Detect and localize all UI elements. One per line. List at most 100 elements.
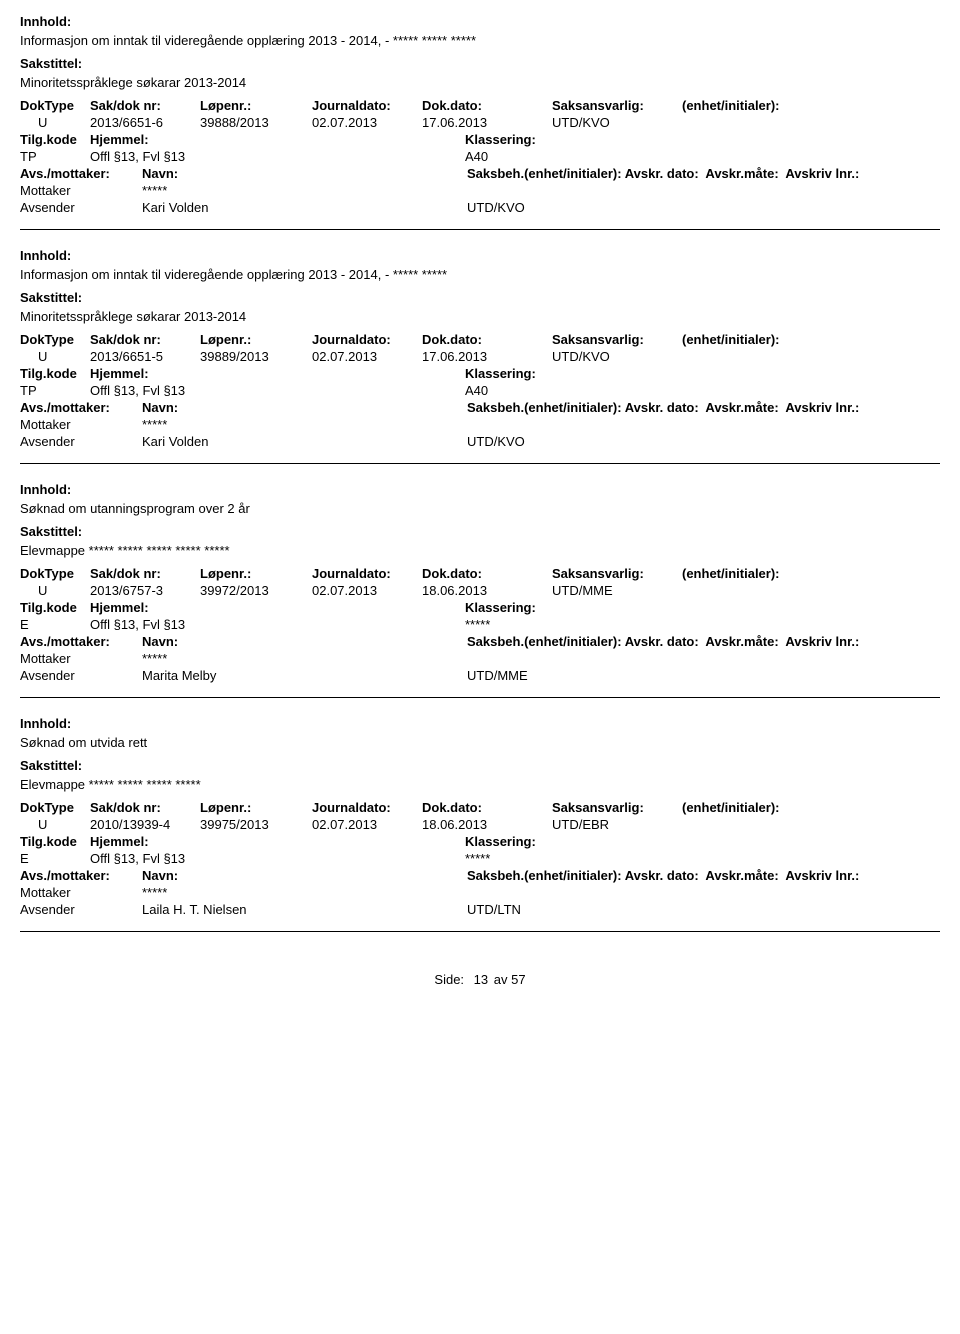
sakstittel-value: Elevmappe ***** ***** ***** ***** *****	[20, 543, 940, 558]
lopenr-value: 39975/2013	[200, 817, 312, 832]
avsender-name: Kari Volden	[142, 200, 467, 215]
hjemmel-value: Offl §13, Fvl §13	[90, 149, 465, 164]
enhet-header: (enhet/initialer):	[682, 800, 822, 815]
innhold-value: Søknad om utvida rett	[20, 735, 940, 750]
lopenr-header: Løpenr.:	[200, 98, 312, 113]
saksbeh-label: Saksbeh.(enhet/initialer):	[467, 166, 622, 181]
page-total: 57	[511, 972, 525, 987]
hjemmel-header-row: Tilg.kode Hjemmel: Klassering:	[20, 600, 940, 615]
avsender-row: Avsender Kari Volden UTD/KVO	[20, 434, 940, 449]
klassering-header: Klassering:	[465, 366, 665, 381]
journal-record: Innhold: Informasjon om inntak til vider…	[20, 14, 940, 215]
mottaker-row: Mottaker *****	[20, 885, 940, 900]
avsender-name: Kari Volden	[142, 434, 467, 449]
navn-header: Navn:	[142, 166, 467, 181]
tilgkode-value: E	[20, 617, 90, 632]
hjemmel-header: Hjemmel:	[90, 366, 465, 381]
saksansv-value: UTD/KVO	[552, 115, 682, 130]
mottaker-unit	[467, 651, 940, 666]
saksansv-header: Saksansvarlig:	[552, 566, 682, 581]
mottaker-unit	[467, 183, 940, 198]
avsender-name: Marita Melby	[142, 668, 467, 683]
avsmot-header: Avs./mottaker:	[20, 868, 142, 883]
doktype-header: DokType	[20, 98, 90, 113]
sakstittel-value: Minoritetsspråklege søkarar 2013-2014	[20, 309, 940, 324]
enhet-header: (enhet/initialer):	[682, 332, 822, 347]
jdato-header: Journaldato:	[312, 332, 422, 347]
mottaker-row: Mottaker *****	[20, 417, 940, 432]
saknr-value: 2013/6651-5	[90, 349, 200, 364]
hjemmel-value-row: E Offl §13, Fvl §13 *****	[20, 851, 940, 866]
record-separator	[20, 931, 940, 932]
innhold-value: Søknad om utanningsprogram over 2 år	[20, 501, 940, 516]
saknr-header: Sak/dok nr:	[90, 566, 200, 581]
klassering-value: A40	[465, 149, 665, 164]
mottaker-name: *****	[142, 183, 467, 198]
sakstittel-label: Sakstittel:	[20, 56, 940, 71]
saksansv-value: UTD/MME	[552, 583, 682, 598]
saknr-value: 2010/13939-4	[90, 817, 200, 832]
avsender-row: Avsender Kari Volden UTD/KVO	[20, 200, 940, 215]
lopenr-value: 39889/2013	[200, 349, 312, 364]
jdato-header: Journaldato:	[312, 800, 422, 815]
doktype-value: U	[20, 349, 90, 364]
main-header-row: DokType Sak/dok nr: Løpenr.: Journaldato…	[20, 800, 940, 815]
sakstittel-value: Minoritetsspråklege søkarar 2013-2014	[20, 75, 940, 90]
main-value-row: U 2013/6757-3 39972/2013 02.07.2013 18.0…	[20, 583, 940, 598]
innhold-label: Innhold:	[20, 14, 940, 29]
avsmot-header-row: Avs./mottaker: Navn: Saksbeh.(enhet/init…	[20, 868, 940, 883]
hjemmel-value-row: E Offl §13, Fvl §13 *****	[20, 617, 940, 632]
avskrmate-label: Avskr.måte:	[705, 166, 778, 181]
doktype-header: DokType	[20, 800, 90, 815]
mottaker-role: Mottaker	[20, 885, 142, 900]
tilgkode-value: TP	[20, 149, 90, 164]
navn-header: Navn:	[142, 634, 467, 649]
mottaker-unit	[467, 417, 940, 432]
sakstittel-value: Elevmappe ***** ***** ***** *****	[20, 777, 940, 792]
ddato-value: 17.06.2013	[422, 115, 552, 130]
innhold-label: Innhold:	[20, 248, 940, 263]
page-av: av	[494, 972, 508, 987]
avskrivlnr-label: Avskriv lnr.:	[785, 166, 859, 181]
avskrmate-label: Avskr.måte:	[705, 868, 778, 883]
hjemmel-header-row: Tilg.kode Hjemmel: Klassering:	[20, 132, 940, 147]
enhet-value	[682, 349, 822, 364]
mottaker-role: Mottaker	[20, 183, 142, 198]
mottaker-role: Mottaker	[20, 417, 142, 432]
side-label: Side:	[434, 972, 464, 987]
innhold-label: Innhold:	[20, 716, 940, 731]
ddato-value: 17.06.2013	[422, 349, 552, 364]
mottaker-name: *****	[142, 417, 467, 432]
record-separator	[20, 229, 940, 230]
navn-header: Navn:	[142, 868, 467, 883]
sakstittel-label: Sakstittel:	[20, 290, 940, 305]
avskrdato-label: Avskr. dato:	[625, 166, 699, 181]
journal-record: Innhold: Søknad om utvida rett Sakstitte…	[20, 716, 940, 917]
avsender-role: Avsender	[20, 200, 142, 215]
avsmot-header-row: Avs./mottaker: Navn: Saksbeh.(enhet/init…	[20, 166, 940, 181]
main-header-row: DokType Sak/dok nr: Løpenr.: Journaldato…	[20, 332, 940, 347]
lopenr-value: 39888/2013	[200, 115, 312, 130]
tilgkode-value: E	[20, 851, 90, 866]
avskrdato-label: Avskr. dato:	[625, 634, 699, 649]
hjemmel-value: Offl §13, Fvl §13	[90, 851, 465, 866]
saksbeh-header: Saksbeh.(enhet/initialer): Avskr. dato: …	[467, 400, 940, 415]
saksbeh-header: Saksbeh.(enhet/initialer): Avskr. dato: …	[467, 634, 940, 649]
avskrivlnr-label: Avskriv lnr.:	[785, 400, 859, 415]
doktype-value: U	[20, 817, 90, 832]
main-header-row: DokType Sak/dok nr: Løpenr.: Journaldato…	[20, 98, 940, 113]
avsender-role: Avsender	[20, 434, 142, 449]
avskrmate-label: Avskr.måte:	[705, 634, 778, 649]
jdato-value: 02.07.2013	[312, 817, 422, 832]
avsender-unit: UTD/KVO	[467, 200, 940, 215]
saksbeh-header: Saksbeh.(enhet/initialer): Avskr. dato: …	[467, 166, 940, 181]
main-header-row: DokType Sak/dok nr: Løpenr.: Journaldato…	[20, 566, 940, 581]
saksansv-header: Saksansvarlig:	[552, 332, 682, 347]
enhet-value	[682, 583, 822, 598]
jdato-header: Journaldato:	[312, 98, 422, 113]
ddato-header: Dok.dato:	[422, 566, 552, 581]
record-separator	[20, 697, 940, 698]
enhet-value	[682, 115, 822, 130]
hjemmel-value: Offl §13, Fvl §13	[90, 383, 465, 398]
klassering-value: *****	[465, 851, 665, 866]
